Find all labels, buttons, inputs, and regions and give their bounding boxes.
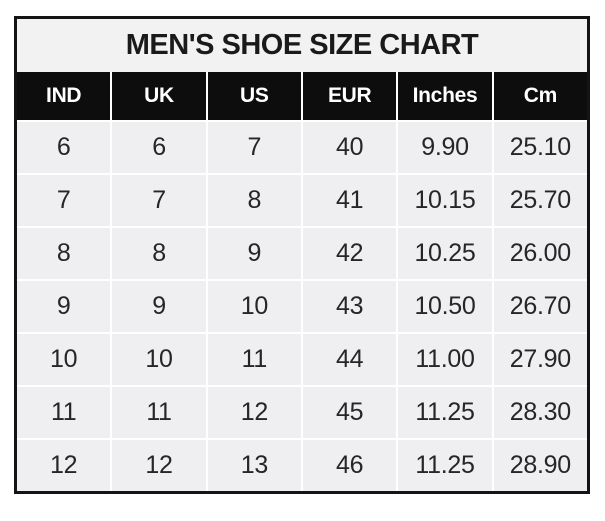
table-cell: 12 xyxy=(17,440,111,491)
size-chart-table: MEN'S SHOE SIZE CHART IND UK US EUR Inches Cm… xyxy=(14,16,590,494)
column-header-inches: Inches xyxy=(398,72,492,120)
table-cell: 46 xyxy=(303,440,397,491)
table-cell: 7 xyxy=(17,175,111,226)
table-cell: 41 xyxy=(303,175,397,226)
table-cell: 26.70 xyxy=(493,281,587,332)
table-cell: 10.15 xyxy=(398,175,492,226)
column-header-us: US xyxy=(207,72,301,120)
table-cell: 13 xyxy=(207,440,301,491)
table-cell: 11 xyxy=(17,387,111,438)
table-cell: 7 xyxy=(207,122,301,173)
size-grid: IND UK US EUR Inches Cm 6 6 7 40 9.90 25.10 7 7 8 41 10.… xyxy=(17,72,587,491)
table-cell: 9 xyxy=(207,228,301,279)
column-header-ind: IND xyxy=(17,72,111,120)
table-cell: 11 xyxy=(112,387,206,438)
table-cell: 12 xyxy=(112,440,206,491)
table-cell: 8 xyxy=(112,228,206,279)
table-cell: 9 xyxy=(17,281,111,332)
table-cell: 25.10 xyxy=(493,122,587,173)
table-cell: 42 xyxy=(303,228,397,279)
table-cell: 11 xyxy=(207,334,301,385)
table-cell: 27.90 xyxy=(493,334,587,385)
table-cell: 25.70 xyxy=(493,175,587,226)
table-cell: 10 xyxy=(112,334,206,385)
table-cell: 12 xyxy=(207,387,301,438)
table-cell: 6 xyxy=(112,122,206,173)
table-cell: 45 xyxy=(303,387,397,438)
table-cell: 11.25 xyxy=(398,387,492,438)
table-cell: 9 xyxy=(112,281,206,332)
table-cell: 6 xyxy=(17,122,111,173)
table-cell: 10.50 xyxy=(398,281,492,332)
table-cell: 28.90 xyxy=(493,440,587,491)
chart-title: MEN'S SHOE SIZE CHART xyxy=(17,19,587,72)
table-cell: 28.30 xyxy=(493,387,587,438)
table-cell: 11.00 xyxy=(398,334,492,385)
table-cell: 10 xyxy=(17,334,111,385)
table-cell: 43 xyxy=(303,281,397,332)
column-header-uk: UK xyxy=(112,72,206,120)
table-cell: 11.25 xyxy=(398,440,492,491)
column-header-eur: EUR xyxy=(303,72,397,120)
table-cell: 40 xyxy=(303,122,397,173)
table-cell: 26.00 xyxy=(493,228,587,279)
table-cell: 8 xyxy=(207,175,301,226)
table-cell: 8 xyxy=(17,228,111,279)
column-header-cm: Cm xyxy=(493,72,587,120)
table-cell: 10 xyxy=(207,281,301,332)
table-cell: 7 xyxy=(112,175,206,226)
table-cell: 9.90 xyxy=(398,122,492,173)
table-cell: 10.25 xyxy=(398,228,492,279)
table-cell: 44 xyxy=(303,334,397,385)
